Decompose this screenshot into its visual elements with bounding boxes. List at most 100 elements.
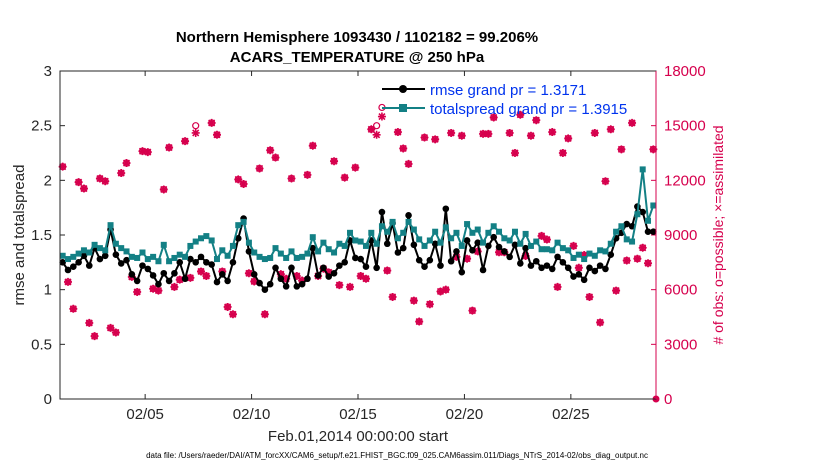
totalspread-point bbox=[208, 237, 215, 244]
rmse-point bbox=[623, 220, 631, 228]
rmse-point bbox=[586, 264, 593, 272]
obs-assimilated-marker bbox=[356, 272, 365, 280]
obs-assimilated-marker bbox=[441, 285, 450, 294]
obs-possible-marker bbox=[543, 235, 551, 244]
totalspread-point bbox=[634, 211, 641, 218]
obs-assimilated-marker bbox=[239, 179, 248, 188]
obs-assimilated-marker bbox=[58, 162, 67, 171]
totalspread-point bbox=[554, 239, 561, 246]
rmse-point bbox=[501, 248, 508, 255]
obs-possible-marker bbox=[261, 310, 269, 318]
rmse-point bbox=[250, 271, 258, 278]
obs-possible-marker bbox=[112, 328, 120, 337]
totalspread-point bbox=[203, 233, 210, 240]
obs-assimilated-marker bbox=[537, 231, 546, 240]
obs-possible-marker bbox=[394, 128, 402, 136]
y-right-tick-label: 0 bbox=[664, 391, 672, 408]
rmse-point bbox=[309, 244, 317, 252]
obs-possible-marker bbox=[532, 116, 540, 124]
obs-assimilated-marker bbox=[266, 146, 275, 155]
obs-possible-marker bbox=[335, 281, 343, 289]
totalspread-point bbox=[533, 238, 540, 245]
obs-assimilated-marker bbox=[303, 170, 312, 179]
rmse-point bbox=[554, 253, 561, 261]
y-left-tick-label: 2 bbox=[44, 172, 52, 189]
totalspread-point bbox=[368, 229, 375, 236]
rmse-point bbox=[325, 273, 333, 280]
obs-possible-marker bbox=[639, 244, 647, 252]
totalspread-point bbox=[442, 224, 449, 231]
rmse-point bbox=[644, 228, 652, 236]
totalspread-point bbox=[171, 254, 178, 261]
rmse-point bbox=[160, 269, 168, 277]
totalspread-point bbox=[283, 254, 290, 261]
obs-assimilated-marker bbox=[383, 266, 392, 275]
totalspread-point bbox=[224, 252, 231, 259]
rmse-point bbox=[570, 273, 577, 280]
rmse-point bbox=[277, 275, 285, 283]
rmse-point bbox=[532, 257, 540, 265]
obs-assimilated-marker bbox=[74, 178, 83, 187]
obs-assimilated-marker bbox=[484, 129, 493, 138]
obs-assimilated-marker bbox=[590, 128, 599, 137]
obs-assimilated-marker bbox=[532, 116, 541, 125]
rmse-point bbox=[70, 263, 77, 271]
y-right-tick-label: 3000 bbox=[664, 336, 697, 353]
obs-assimilated-marker bbox=[133, 287, 142, 296]
obs-possible-marker bbox=[303, 171, 312, 179]
totalspread-point bbox=[144, 256, 151, 263]
obs-possible-marker bbox=[213, 131, 221, 139]
totalspread-point bbox=[458, 242, 465, 249]
totalspread-point bbox=[357, 238, 364, 245]
rmse-point bbox=[330, 269, 338, 277]
totalspread-point bbox=[474, 226, 481, 233]
totalspread-point bbox=[192, 238, 199, 245]
obs-possible-marker bbox=[309, 142, 317, 150]
totalspread-point bbox=[629, 238, 636, 245]
y-axis-left-ticks: 0 0.5 1 1.5 2 2.5 3 bbox=[31, 63, 65, 408]
rmse-point bbox=[596, 262, 604, 269]
obs-possible-marker bbox=[154, 286, 163, 295]
obs-possible-marker bbox=[628, 119, 636, 127]
rmse-point bbox=[511, 241, 519, 249]
totalspread-point bbox=[527, 242, 534, 249]
rmse-point bbox=[59, 259, 66, 266]
obs-possible-marker bbox=[80, 184, 88, 193]
obs-possible-marker bbox=[564, 134, 572, 143]
obs-possible-marker bbox=[479, 130, 487, 138]
obs-assimilated-marker bbox=[149, 284, 158, 293]
obs-assimilated-marker bbox=[324, 268, 333, 277]
rmse-point bbox=[181, 275, 189, 283]
obs-assimilated-marker bbox=[346, 282, 355, 291]
totalspread-point bbox=[155, 258, 162, 265]
obs-assimilated-marker bbox=[95, 174, 104, 183]
obs-possible-marker bbox=[165, 143, 173, 152]
obs-possible-marker bbox=[106, 324, 115, 332]
rmse-point bbox=[527, 262, 535, 269]
rmse-point bbox=[474, 239, 482, 246]
obs-possible-marker bbox=[612, 286, 620, 295]
rmse-point bbox=[458, 268, 466, 276]
totalspread-point bbox=[315, 248, 322, 255]
rmse-point bbox=[229, 259, 237, 266]
totalspread-point bbox=[506, 237, 513, 244]
rmse-point bbox=[165, 277, 173, 285]
obs-possible-marker bbox=[170, 283, 179, 291]
totalspread-point bbox=[304, 250, 311, 257]
obs-possible-marker bbox=[511, 149, 519, 157]
rmse-point bbox=[447, 257, 455, 265]
obs-possible-marker bbox=[591, 129, 599, 137]
totalspread-point bbox=[645, 217, 652, 224]
obs-assimilated-marker bbox=[479, 129, 488, 138]
obs-possible-marker bbox=[133, 288, 141, 296]
totalspread-point bbox=[102, 247, 109, 254]
obs-possible-marker bbox=[224, 303, 232, 311]
obs-assimilated-marker bbox=[431, 135, 440, 144]
obs-assimilated-marker bbox=[186, 273, 195, 282]
obs-possible-marker bbox=[362, 275, 370, 283]
obs-possible-marker bbox=[516, 111, 524, 119]
rmse-point bbox=[421, 263, 428, 271]
rmse-point bbox=[304, 275, 311, 283]
obs-assimilated-marker bbox=[473, 247, 482, 256]
obs-possible-marker bbox=[399, 144, 407, 153]
